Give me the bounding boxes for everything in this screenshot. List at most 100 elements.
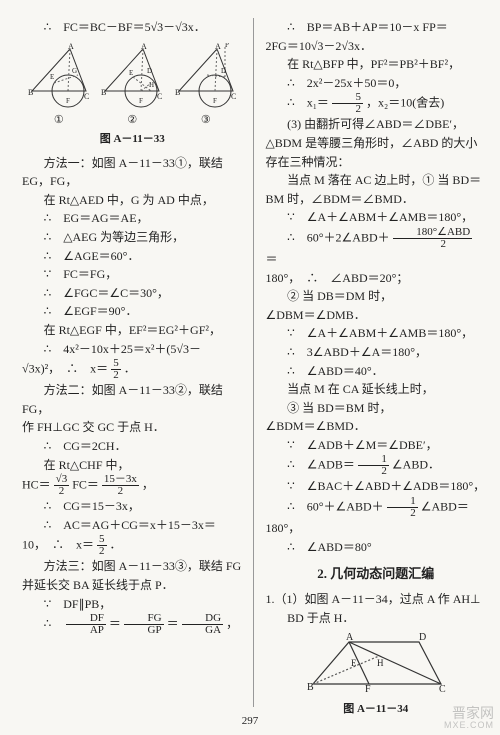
text-line: ∴ x₁＝ 52 ，x₂＝10(舍去) [266, 92, 487, 115]
text-span: √3x)²， ∴ x＝ [22, 361, 108, 375]
text-line: HC＝ √32 FC＝ 15－3x2 ， [22, 474, 243, 497]
text-line: ∴ ∠AGE＝60°． [22, 247, 243, 266]
text-span: FC＝ [72, 477, 99, 491]
text-span: ． [124, 361, 136, 375]
svg-text:D: D [221, 67, 226, 75]
text-span: ∴ ∠ADB＝ [287, 458, 355, 472]
text-line: ∴ AC＝AG＋CG＝x＋15－3x＝ [22, 516, 243, 535]
text-line: ∵ ∠ADB＋∠M＝∠DBE′， [266, 436, 487, 455]
text-line: 在 Rt△CHF 中， [22, 456, 243, 475]
fig-a-11-33-3: B A C P D F [173, 43, 239, 111]
text-line: ∴ ∠ABD＝80° [266, 538, 487, 557]
fraction: 52 [97, 534, 107, 557]
text-line: ∴ 60°＋∠ABD＋ 12 ∠ABD＝180°， [266, 496, 487, 538]
svg-text:B: B [175, 88, 180, 97]
fraction: DGGA [182, 613, 223, 636]
text-line: ∴ ∠EGF＝90°． [22, 302, 243, 321]
fig-sublabel: ② [127, 112, 137, 129]
text-span: HC＝ [22, 477, 51, 491]
text-span: ∴ 60°＋2∠ABD＋ [287, 230, 390, 244]
text-span: ∴ [44, 616, 64, 630]
fraction: 15－3x2 [102, 474, 139, 497]
right-column: ∴ BP＝AB＋AP＝10－x FP＝ 2FG＝10√3－2√3x． 在 Rt△… [256, 18, 487, 707]
text-line: △BDM 是等腰三角形时，∠ABD 的大小 [266, 134, 487, 153]
text-line: 作 FH⊥GC 交 GC 于点 H． [22, 418, 243, 437]
svg-text:A: A [346, 632, 354, 643]
text-line: 当点 M 落在 AC 边上时，① 当 BD＝ [266, 171, 487, 190]
fraction: 12 [387, 496, 418, 519]
svg-text:F: F [365, 684, 371, 694]
column-divider [253, 18, 254, 707]
watermark-sub: MXE.COM [444, 721, 494, 731]
svg-text:F: F [66, 97, 70, 105]
text-span: ＝ [109, 616, 121, 630]
fraction: √32 [54, 474, 70, 497]
text-line: 10， ∴ x＝ 52 ． [22, 534, 243, 557]
svg-text:C: C [84, 92, 89, 101]
svg-text:E: E [129, 69, 133, 77]
fraction: 52 [332, 92, 363, 115]
text-line: ∴ ∠ADB＝ 12 ∠ABD． [266, 454, 487, 477]
text-line: ② 当 DB＝DM 时， [266, 287, 487, 306]
text-line: ∴ ∠FGC＝∠C＝30°， [22, 284, 243, 303]
text-line: EG，FG， [22, 172, 243, 191]
text-line: ∴ 4x²－10x＋25＝x²＋(5√3－ [22, 340, 243, 359]
text-line: BM 时，∠BDM＝∠BMD． [266, 190, 487, 209]
svg-text:P: P [225, 43, 229, 49]
svg-text:A: A [68, 43, 74, 51]
svg-text:F: F [139, 97, 143, 105]
text-span: ＝ [266, 252, 278, 266]
fraction: FGGP [124, 613, 164, 636]
text-line: 在 Rt△EGF 中，EF²＝EG²＋GF²， [22, 321, 243, 340]
text-line: ∵ ∠A＋∠ABM＋∠AMB＝180°， [266, 208, 487, 227]
text-line: 方法一：如图 A－11－33①，联结 [22, 154, 243, 173]
fraction: DFAP [66, 613, 106, 636]
text-line: ∴ BP＝AB＋AP＝10－x FP＝ [266, 18, 487, 37]
text-span: ， [142, 477, 154, 491]
svg-text:G: G [72, 67, 77, 75]
text-line: ∴ FC＝BC－BF＝5√3－√3x． [22, 18, 243, 37]
text-span: ∴ 60°＋∠ABD＋ [287, 499, 384, 513]
text-line: √3x)²， ∴ x＝ 52 ． [22, 358, 243, 381]
text-span: ． [110, 538, 122, 552]
svg-text:D: D [419, 632, 426, 643]
text-line: BD 于点 H． [266, 609, 487, 628]
text-line: (3) 由翻折可得∠ABD＝∠DBE′， [266, 115, 487, 134]
text-line: 当点 M 在 CA 延长线上时， [266, 380, 487, 399]
fig-sublabel: ③ [201, 112, 211, 129]
text-line: ∴ EG＝AG＝AE， [22, 209, 243, 228]
fraction: 12 [358, 454, 389, 477]
fraction: 180°∠ABD2 [393, 227, 473, 250]
text-line: ∴ 3∠ABD＋∠A＝180°， [266, 343, 487, 362]
text-line: ∴ CG＝15－3x， [22, 497, 243, 516]
text-line: ∵ DF∥PB， [22, 595, 243, 614]
watermark-main: 晋家网 [444, 706, 494, 721]
figure-caption: 图 A－11－33 [22, 131, 243, 148]
text-line: ∴ DFAP ＝ FGGP ＝ DGGA ， [22, 613, 243, 636]
text-line: 2FG＝10√3－2√3x． [266, 37, 487, 56]
fig-a-11-33-2: B A C E D H F [99, 43, 165, 111]
text-line: ③ 当 BD＝BM 时， [266, 399, 487, 418]
text-line: 方法三：如图 A－11－33③，联结 FG [22, 557, 243, 576]
text-line: 并延长交 BA 延长线于点 P． [22, 576, 243, 595]
svg-text:H: H [377, 658, 384, 668]
svg-text:D: D [147, 67, 152, 75]
svg-text:C: C [231, 92, 236, 101]
text-line: ∴ 60°＋2∠ABD＋ 180°∠ABD2 ＝ [266, 227, 487, 269]
text-line: ∴ CG＝2CH． [22, 437, 243, 456]
svg-text:H: H [149, 81, 154, 89]
svg-text:F: F [213, 97, 217, 105]
text-line: ∵ FC＝FG， [22, 265, 243, 284]
text-line: 方法二：如图 A－11－33②，联结 FG， [22, 381, 243, 418]
svg-text:E: E [50, 73, 54, 81]
text-span: 10， ∴ x＝ [22, 538, 94, 552]
text-line: ∴ △AEG 为等边三角形， [22, 228, 243, 247]
left-column: ∴ FC＝BC－BF＝5√3－√3x． B A C E G F [22, 18, 251, 707]
text-line: ∵ ∠BAC＋∠ABD＋∠ADB＝180°， [266, 477, 487, 496]
svg-text:A: A [141, 43, 147, 51]
svg-text:E: E [351, 658, 357, 668]
svg-text:B: B [101, 88, 106, 97]
figure-row: B A C E G F B A C E D [22, 43, 243, 111]
svg-text:B: B [28, 88, 33, 97]
svg-text:B: B [307, 682, 314, 693]
